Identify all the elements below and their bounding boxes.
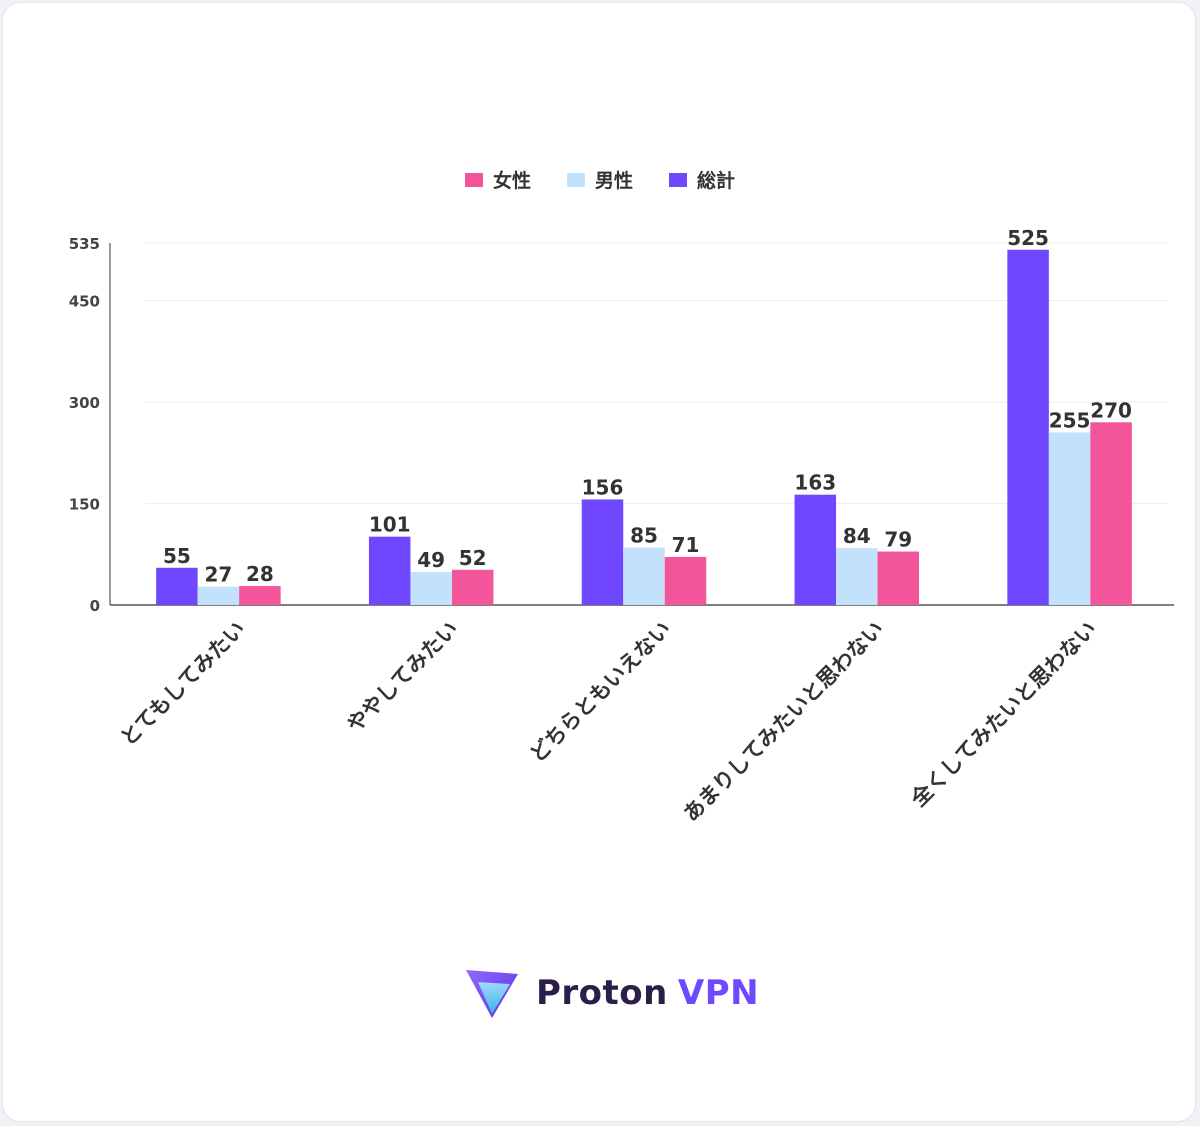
x-tick-label: どちらともいえない (525, 617, 675, 767)
data-label: 79 (884, 528, 912, 552)
data-label: 49 (417, 548, 445, 572)
legend-label: 女性 (492, 170, 531, 192)
data-label: 71 (672, 533, 700, 557)
x-tick-label: とてもしてみたい (116, 617, 250, 751)
bar (623, 547, 665, 605)
bar (197, 586, 240, 605)
legend-swatch (464, 172, 483, 187)
bar (1048, 432, 1091, 605)
bar (581, 499, 624, 605)
data-label: 101 (369, 513, 411, 537)
proton-vpn-logo: Proton VPN (464, 966, 759, 1020)
data-label: 28 (246, 562, 274, 586)
data-label: 525 (1007, 226, 1049, 250)
brand-name-proton: Proton (536, 973, 668, 1013)
data-label: 255 (1049, 408, 1091, 432)
legend-item: 女性 (464, 166, 531, 193)
y-tick-label: 0 (90, 597, 100, 615)
bar (368, 536, 411, 605)
bar (1007, 249, 1049, 605)
x-tick-label: 全くしてみたいと思わない (906, 617, 1101, 812)
data-label: 156 (582, 475, 624, 499)
bar (664, 556, 707, 605)
bar (877, 551, 920, 605)
legend-label: 総計 (697, 170, 736, 192)
legend-swatch (566, 172, 585, 187)
bar (156, 567, 198, 605)
bar (794, 494, 837, 605)
bar (451, 569, 494, 605)
legend-item: 男性 (566, 166, 633, 193)
proton-vpn-triangle-icon (466, 970, 518, 1018)
data-label: 85 (630, 523, 658, 547)
bar (410, 571, 452, 605)
data-label: 52 (459, 546, 487, 570)
x-tick-label: あまりしてみたいと思わない (679, 617, 889, 827)
data-label: 270 (1090, 398, 1132, 422)
y-tick-label: 535 (69, 235, 100, 253)
data-label: 84 (843, 524, 871, 548)
bar (239, 586, 281, 605)
brand-name-vpn: VPN (677, 973, 760, 1013)
legend-label: 男性 (594, 170, 633, 192)
bar (836, 548, 878, 605)
data-label: 27 (204, 563, 232, 587)
legend-swatch (669, 172, 687, 187)
x-tick-label: ややしてみたい (342, 617, 462, 737)
bar (1090, 422, 1132, 605)
data-label: 55 (163, 544, 191, 568)
y-tick-label: 450 (69, 293, 100, 311)
legend-item: 総計 (669, 166, 735, 193)
data-label: 163 (794, 471, 836, 495)
y-tick-label: 300 (69, 394, 100, 412)
y-tick-label: 150 (69, 496, 100, 514)
chart-legend: 女性 男性 総計 (0, 166, 1200, 193)
